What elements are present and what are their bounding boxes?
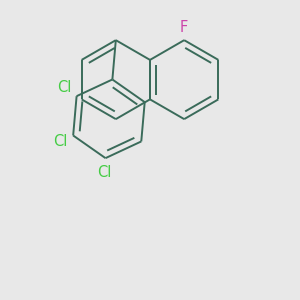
Text: Cl: Cl (53, 134, 67, 149)
Text: Cl: Cl (58, 80, 72, 95)
Text: F: F (180, 20, 188, 34)
Text: Cl: Cl (97, 165, 111, 180)
